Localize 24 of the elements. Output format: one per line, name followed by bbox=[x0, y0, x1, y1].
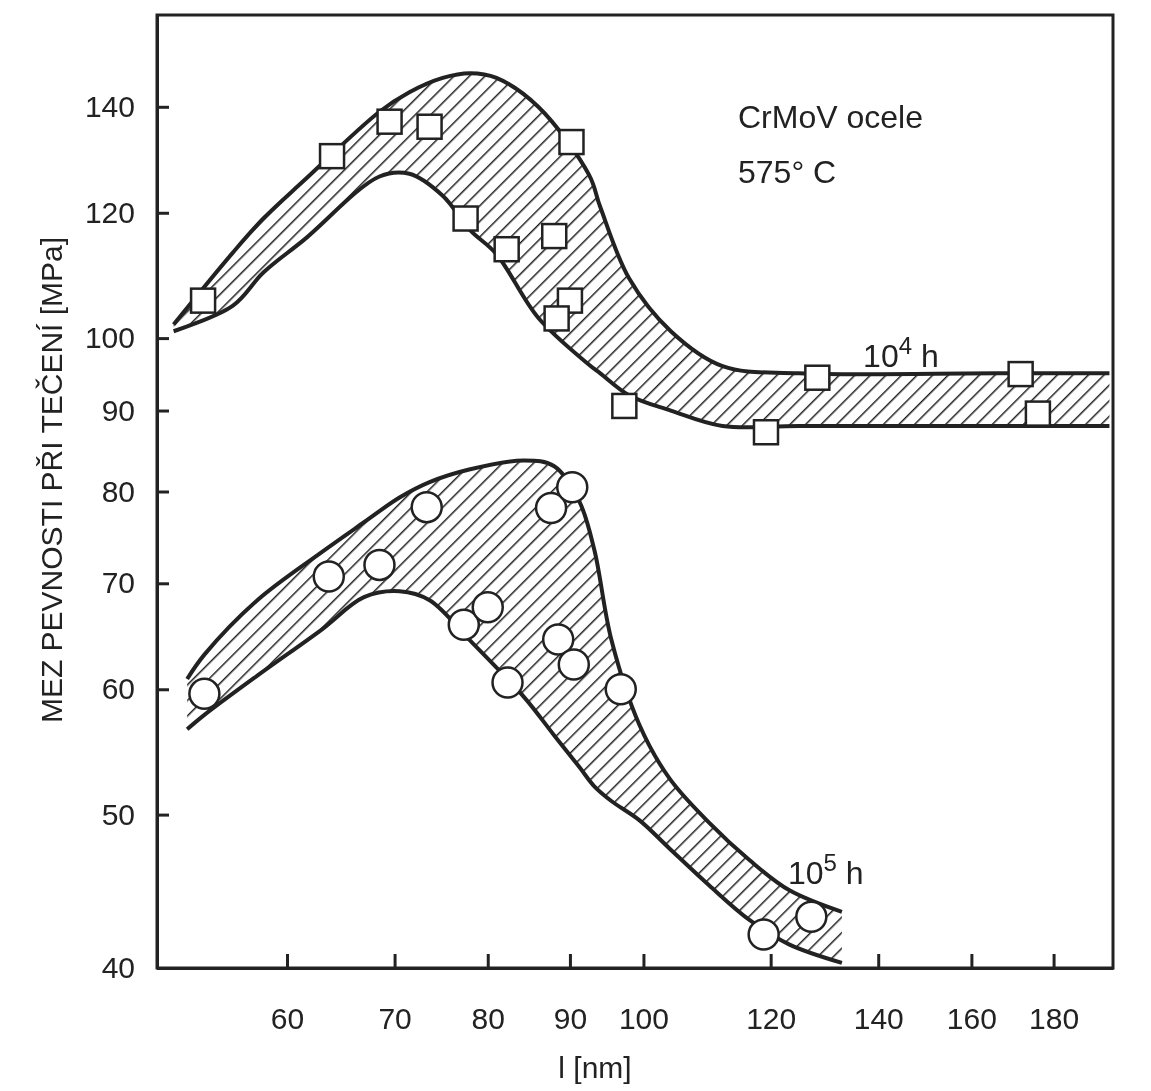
annotation: 10$^{5}$ h bbox=[787, 848, 864, 892]
x-axis-title: l [nm] bbox=[558, 1051, 632, 1084]
y-tick-label: 40 bbox=[101, 951, 135, 985]
y-axis-title: MEZ PEVNOSTI PŘI TEČENÍ [MPa] bbox=[35, 236, 68, 724]
x-tick-label: 80 bbox=[471, 1002, 505, 1036]
y-tick-label: 140 bbox=[84, 89, 135, 123]
y-tick-label: 60 bbox=[101, 672, 135, 706]
y-tick-label: 80 bbox=[101, 474, 135, 508]
annotation: 10$^{4}$ h bbox=[863, 331, 939, 375]
y-tick-label: 120 bbox=[84, 195, 135, 229]
y-tick-label: 100 bbox=[84, 321, 135, 355]
x-tick-label: 140 bbox=[853, 1002, 904, 1036]
y-tick-label: 90 bbox=[101, 393, 135, 427]
y-tick-label: 70 bbox=[101, 566, 135, 600]
annotation: 575° C bbox=[738, 154, 837, 190]
x-tick-label: 90 bbox=[553, 1002, 588, 1036]
x-tick-label: 120 bbox=[746, 1002, 797, 1036]
annotation: CrMoV ocele bbox=[738, 99, 923, 135]
x-tick-label: 180 bbox=[1029, 1002, 1080, 1036]
x-tick-label: 70 bbox=[378, 1002, 412, 1036]
y-tick-label: 50 bbox=[101, 797, 135, 831]
x-tick-label: 160 bbox=[946, 1002, 997, 1036]
x-tick-label: 60 bbox=[270, 1002, 305, 1036]
x-tick-label: 100 bbox=[618, 1002, 669, 1036]
